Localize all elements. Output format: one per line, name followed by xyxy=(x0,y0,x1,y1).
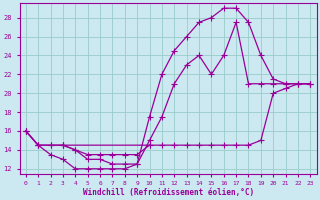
X-axis label: Windchill (Refroidissement éolien,°C): Windchill (Refroidissement éolien,°C) xyxy=(83,188,254,197)
